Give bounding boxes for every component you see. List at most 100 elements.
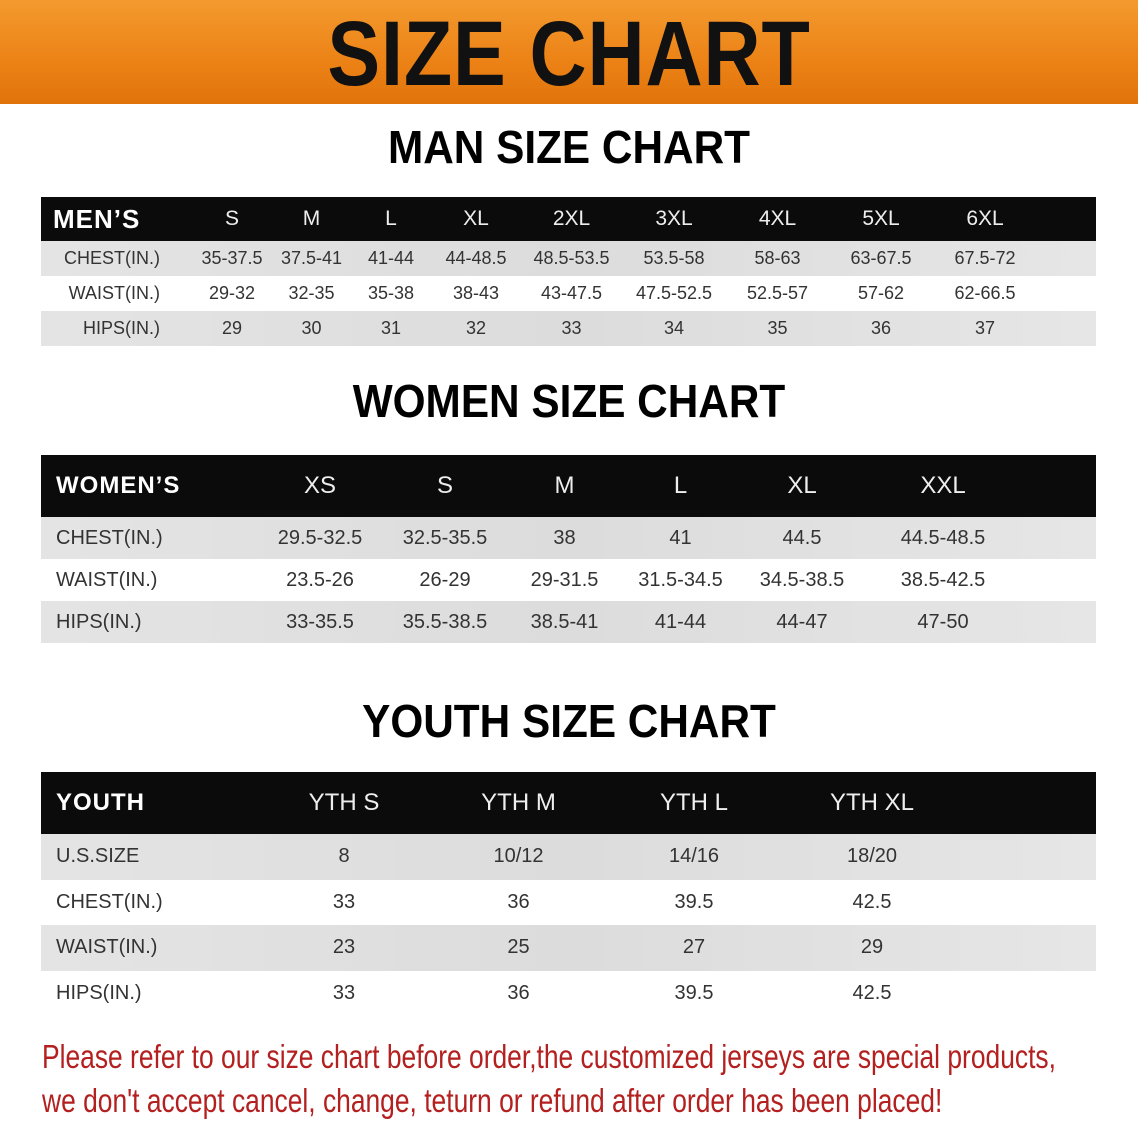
measurement-cell: 44.5-48.5 [900, 526, 986, 549]
row-label: WAIST(IN.) [56, 568, 158, 591]
measurement-cell: 29 [860, 936, 884, 959]
women-size-table: WOMEN’S XS S M L XL XXL CHEST(IN.) 29.5-32.5 32.5… [41, 455, 1096, 643]
size-header: XXL [920, 472, 966, 499]
measurement-cell: 23 [332, 936, 356, 959]
size-header: XL [463, 207, 489, 230]
youth-section-title: YOUTH SIZE CHART [362, 695, 776, 747]
size-header: S [224, 207, 239, 230]
measurement-cell: 30 [301, 318, 322, 338]
measurement-cell: 62-66.5 [954, 283, 1016, 303]
table-header-row: MEN’S S M L XL 2XL 3XL 4XL 5XL 6XL [41, 197, 1096, 241]
table-row: WAIST(IN.) 23 25 27 29 [41, 925, 1096, 971]
size-header: YTH XL [829, 789, 915, 816]
youth-size-table: YOUTH YTH S YTH M YTH L YTH XL U.S.SIZE 8 10/12… [41, 772, 1096, 1016]
size-header: 4XL [758, 207, 797, 230]
measurement-cell: 34 [663, 318, 685, 338]
measurement-cell: 38.5-42.5 [900, 568, 986, 591]
measurement-cell: 38 [553, 526, 576, 549]
row-label: WAIST(IN.) [56, 936, 158, 959]
title-banner: SIZE CHART [0, 0, 1138, 104]
measurement-cell: 29-31.5 [530, 568, 599, 591]
measurement-cell: 47-50 [917, 610, 969, 633]
measurement-cell: 38.5-41 [530, 610, 599, 633]
row-label: HIPS(IN.) [82, 318, 160, 338]
row-label: HIPS(IN.) [56, 981, 142, 1004]
table-row: U.S.SIZE 8 10/12 14/16 18/20 [41, 834, 1096, 880]
measurement-cell: 31.5-34.5 [638, 568, 723, 591]
measurement-cell: 32 [465, 318, 487, 338]
size-header: 3XL [655, 207, 693, 230]
size-header: L [385, 207, 397, 230]
measurement-cell: 33-35.5 [286, 610, 354, 633]
measurement-cell: 10/12 [493, 845, 544, 868]
measurement-cell: 29-32 [208, 283, 256, 303]
page-title: SIZE CHART [327, 3, 811, 105]
notice-line-1: Please refer to our size chart before or… [42, 1038, 1056, 1075]
measurement-cell: 33 [332, 981, 356, 1004]
measurement-cell: 25 [507, 936, 530, 959]
measurement-cell: 36 [507, 890, 530, 913]
measurement-cell: 47.5-52.5 [635, 283, 713, 303]
measurement-cell: 35 [767, 318, 788, 338]
header-label: WOMEN’S [56, 472, 181, 499]
size-header: 6XL [966, 207, 1004, 230]
measurement-cell: 26-29 [419, 568, 471, 591]
measurement-cell: 36 [507, 981, 530, 1004]
measurement-cell: 42.5 [852, 981, 892, 1004]
table-row: CHEST(IN.) 35-37.5 37.5-41 41-44 44-48.5 48.5… [41, 241, 1096, 276]
row-label: U.S.SIZE [56, 845, 140, 868]
size-header: YTH S [308, 789, 380, 816]
measurement-cell: 39.5 [674, 981, 714, 1004]
table-header-row: WOMEN’S XS S M L XL XXL [41, 455, 1096, 517]
size-header: M [302, 207, 321, 230]
table-row: WAIST(IN.) 23.5-26 26-29 29-31.5 31.5-34.5 34… [41, 559, 1096, 601]
measurement-cell: 39.5 [674, 890, 714, 913]
measurement-cell: 58-63 [754, 248, 801, 268]
header-label: YOUTH [56, 789, 145, 816]
table-row: CHEST(IN.) 33 36 39.5 42.5 [41, 879, 1096, 925]
measurement-cell: 63-67.5 [850, 248, 912, 268]
measurement-cell: 37.5-41 [280, 248, 343, 268]
measurement-cell: 41-44 [367, 248, 415, 268]
measurement-cell: 52.5-57 [746, 283, 809, 303]
measurement-cell: 29.5-32.5 [277, 526, 363, 549]
row-label: CHEST(IN.) [56, 890, 163, 913]
measurement-cell: 32.5-35.5 [402, 526, 488, 549]
measurement-cell: 38-43 [452, 283, 500, 303]
measurement-cell: 35.5-38.5 [402, 610, 488, 633]
size-header: 2XL [552, 207, 591, 230]
size-header: YTH L [659, 789, 728, 816]
size-header: XL [787, 472, 817, 499]
size-header: S [436, 472, 453, 499]
row-label: CHEST(IN.) [56, 526, 163, 549]
header-label: MEN’S [53, 203, 141, 234]
measurement-cell: 14/16 [668, 845, 720, 868]
measurement-cell: 48.5-53.5 [533, 248, 610, 268]
table-row: CHEST(IN.) 29.5-32.5 32.5-35.5 38 41 44.5 44.5… [41, 517, 1096, 559]
measurement-cell: 8 [338, 845, 350, 868]
measurement-cell: 33 [561, 318, 582, 338]
women-section-title: WOMEN SIZE CHART [352, 375, 786, 427]
measurement-cell: 53.5-58 [643, 248, 705, 268]
notice-line-2: we don't accept cancel, change, teturn o… [42, 1082, 943, 1119]
table-row: HIPS(IN.) 33-35.5 35.5-38.5 38.5-41 41-44 44-… [41, 601, 1096, 643]
men-size-table: MEN’S S M L XL 2XL 3XL 4XL 5XL 6XL CHEST(IN.) 35-37… [41, 197, 1096, 346]
measurement-cell: 57-62 [857, 283, 905, 303]
measurement-cell: 34.5-38.5 [759, 568, 845, 591]
measurement-cell: 41-44 [654, 610, 707, 633]
size-header: M [554, 472, 575, 499]
measurement-cell: 18/20 [846, 845, 898, 868]
table-row: WAIST(IN.) 29-32 32-35 35-38 38-43 43-47.5 47.… [41, 276, 1096, 311]
measurement-cell: 36 [870, 318, 892, 338]
table-header-row: YOUTH YTH S YTH M YTH L YTH XL [41, 772, 1096, 834]
row-label: CHEST(IN.) [64, 248, 160, 268]
size-header: YTH M [481, 789, 556, 816]
measurement-cell: 33 [332, 890, 356, 913]
measurement-cell: 32-35 [288, 283, 335, 303]
measurement-cell: 35-38 [367, 283, 415, 303]
table-row: HIPS(IN.) 29 30 31 32 33 34 35 36 37 [41, 311, 1096, 346]
size-header: L [673, 472, 688, 499]
measurement-cell: 35-37.5 [201, 248, 263, 268]
row-label: WAIST(IN.) [68, 283, 160, 303]
measurement-cell: 67.5-72 [954, 248, 1016, 268]
